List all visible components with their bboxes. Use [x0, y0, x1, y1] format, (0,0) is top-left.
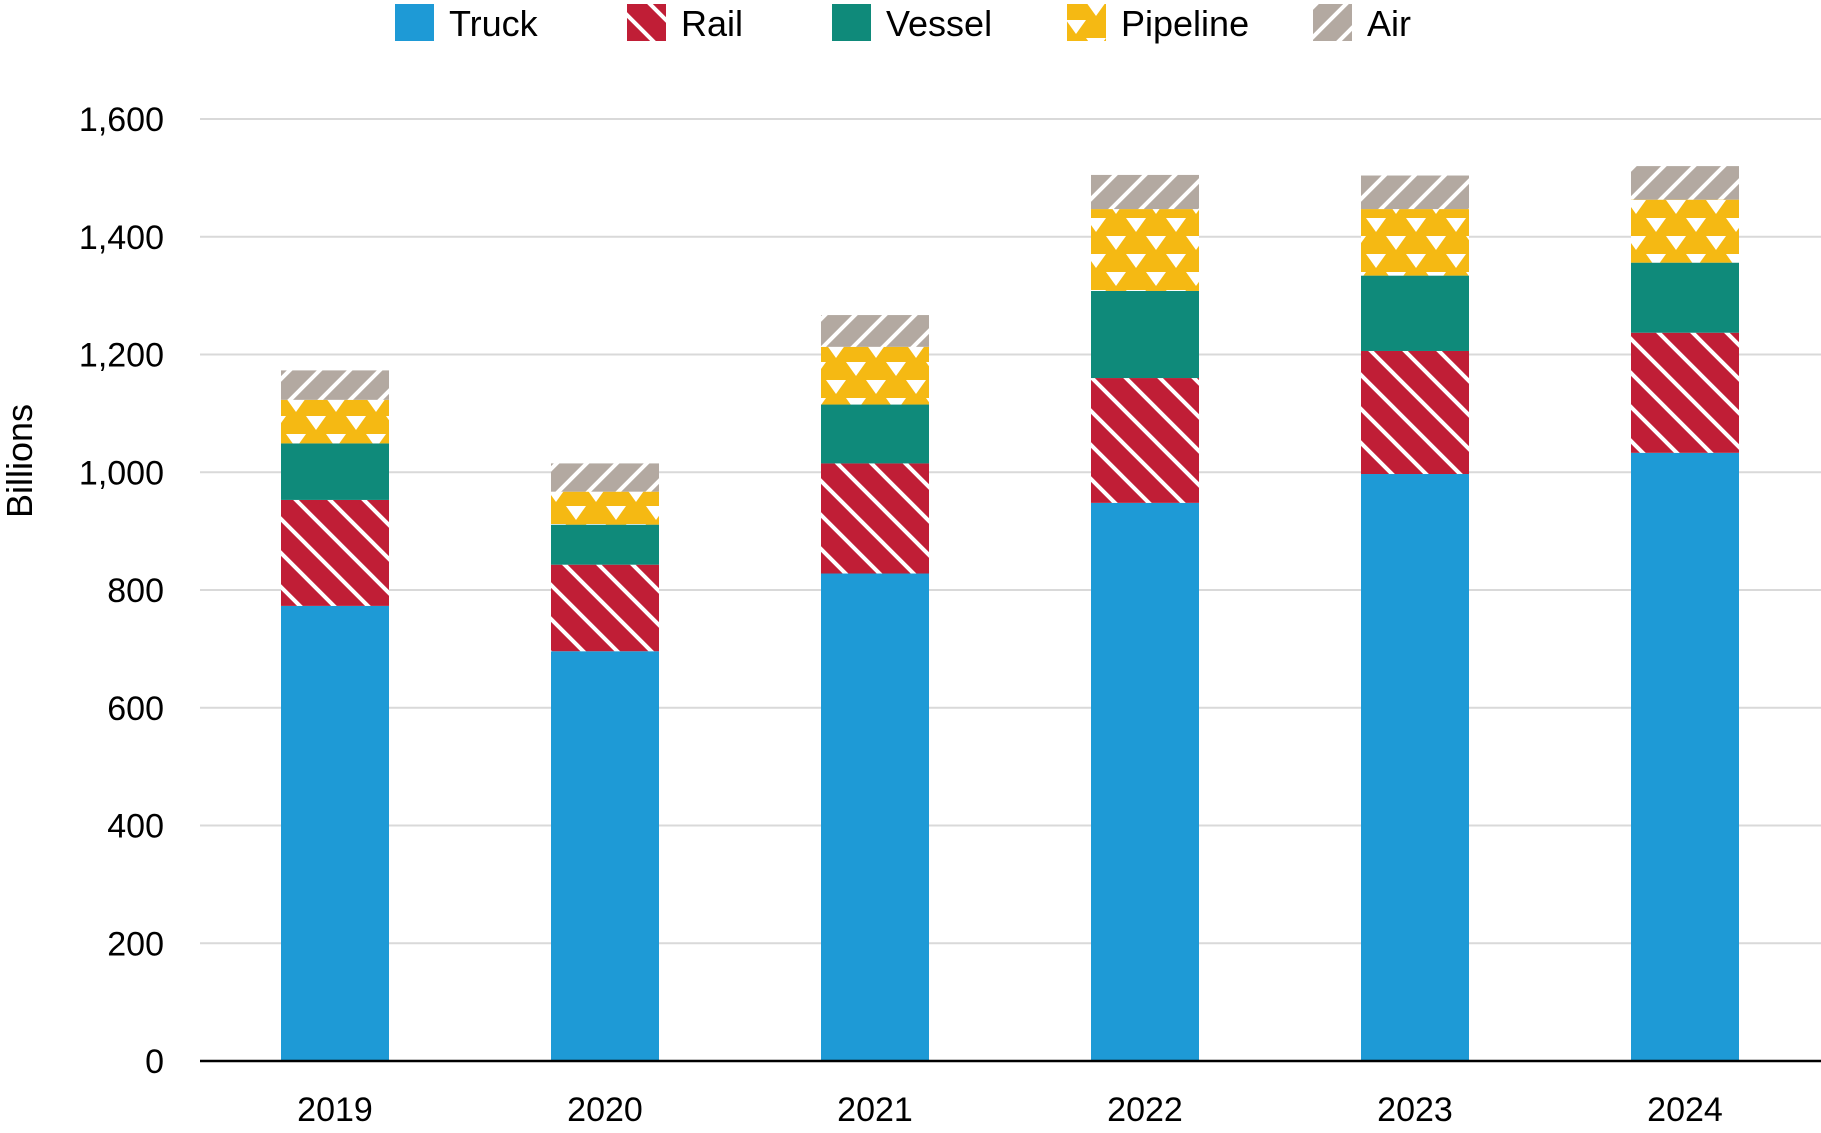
x-tick-label: 2021 [837, 1091, 913, 1129]
x-tick-label: 2024 [1647, 1091, 1723, 1129]
legend-label: Rail [681, 3, 743, 44]
legend-swatch-vessel [832, 4, 871, 41]
legend-label: Air [1367, 3, 1411, 44]
bar-truck-2024 [1631, 452, 1739, 1061]
bar-vessel-2019 [281, 443, 389, 500]
y-tick-label: 800 [107, 572, 164, 610]
bar-vessel-2022 [1091, 290, 1199, 379]
bar-air-2020 [551, 463, 659, 492]
bar-pipeline-2023 [1361, 209, 1469, 276]
y-tick-label: 0 [145, 1043, 164, 1081]
bar-rail-2023 [1361, 350, 1469, 475]
x-tick-label: 2022 [1107, 1091, 1183, 1129]
bar-air-2019 [281, 370, 389, 400]
bar-stack-2019 [281, 370, 389, 1061]
legend-item-air: Air [1313, 3, 1411, 44]
legend-swatch-pipeline [1067, 4, 1106, 41]
bar-stack-2023 [1361, 175, 1469, 1061]
legend: Truck Rail Vessel Pipeline Air [395, 3, 1411, 44]
bar-stack-2020 [551, 463, 659, 1061]
bar-truck-2021 [821, 573, 929, 1061]
y-tick-label: 1,600 [79, 101, 164, 139]
bar-vessel-2024 [1631, 262, 1739, 333]
y-tick-label: 600 [107, 690, 164, 728]
bars [281, 166, 1739, 1061]
bar-truck-2022 [1091, 502, 1199, 1061]
y-tick-label: 200 [107, 925, 164, 963]
bar-air-2022 [1091, 174, 1199, 210]
legend-item-pipeline: Pipeline [1067, 3, 1249, 44]
legend-label: Truck [449, 3, 539, 44]
bar-truck-2023 [1361, 474, 1469, 1061]
bar-pipeline-2022 [1091, 209, 1199, 291]
y-axis-title: Billions [0, 404, 40, 518]
bar-vessel-2021 [821, 404, 929, 464]
bar-rail-2022 [1091, 378, 1199, 503]
legend-label: Pipeline [1121, 3, 1249, 44]
bar-truck-2019 [281, 605, 389, 1061]
x-tick-label: 2020 [567, 1091, 643, 1129]
bar-rail-2020 [551, 564, 659, 652]
bar-vessel-2023 [1361, 275, 1469, 351]
y-tick-label: 1,400 [79, 219, 164, 257]
bar-vessel-2020 [551, 524, 659, 565]
bar-pipeline-2019 [281, 399, 389, 444]
bar-stack-2022 [1091, 174, 1199, 1061]
bar-rail-2019 [281, 499, 389, 606]
legend-item-rail: Rail [627, 3, 743, 44]
legend-label: Vessel [886, 3, 992, 44]
legend-swatch-air [1313, 4, 1352, 41]
legend-item-truck: Truck [395, 3, 539, 44]
bar-stack-2021 [821, 315, 929, 1061]
bar-rail-2021 [821, 463, 929, 574]
x-axis-tick-labels: 2019 2020 2021 2022 2023 2024 [297, 1091, 1723, 1129]
bar-pipeline-2021 [821, 346, 929, 405]
bar-stack-2024 [1631, 166, 1739, 1061]
bar-rail-2024 [1631, 332, 1739, 453]
y-tick-label: 400 [107, 808, 164, 846]
x-tick-label: 2019 [297, 1091, 373, 1129]
bar-pipeline-2020 [551, 491, 659, 525]
gridlines [200, 118, 1821, 945]
bar-air-2021 [821, 315, 929, 347]
legend-swatch-rail [627, 4, 666, 41]
y-tick-label: 1,000 [79, 454, 164, 492]
x-tick-label: 2023 [1377, 1091, 1453, 1129]
legend-swatch-truck [395, 4, 434, 41]
y-axis-tick-labels: 0 200 400 600 800 1,000 1,200 1,400 1,600 [79, 101, 164, 1081]
bar-pipeline-2024 [1631, 199, 1739, 263]
bar-truck-2020 [551, 651, 659, 1061]
y-tick-label: 1,200 [79, 337, 164, 375]
bar-air-2023 [1361, 175, 1469, 210]
bar-air-2024 [1631, 166, 1739, 200]
legend-item-vessel: Vessel [832, 3, 992, 44]
